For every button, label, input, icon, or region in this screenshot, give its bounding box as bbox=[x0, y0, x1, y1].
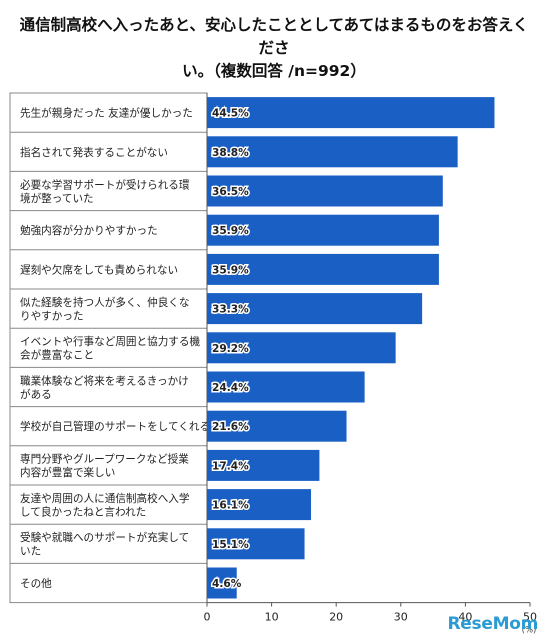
category-label: 遅刻や欠席をしても責められない bbox=[20, 263, 178, 276]
value-label: 44.5% bbox=[212, 108, 249, 120]
category-label: 受験や就職へのサポートが充実して bbox=[20, 531, 189, 544]
x-tick-label: 40 bbox=[458, 611, 472, 624]
value-label: 24.4% bbox=[212, 382, 249, 394]
value-label: 36.5% bbox=[212, 186, 249, 198]
category-label: 指名されて発表することがない bbox=[20, 146, 168, 159]
category-label: その他 bbox=[20, 577, 52, 590]
bar bbox=[207, 136, 458, 168]
resemom-logo: ReseMom bbox=[447, 614, 539, 634]
category-label: 職業体験など将来を考えるきっかけ bbox=[20, 374, 189, 387]
bar bbox=[207, 175, 443, 207]
value-label: 21.6% bbox=[212, 421, 249, 433]
chart-title: 通信制高校へ入ったあと、安心したこととしてあてはまるものをお答えくださ い。（複… bbox=[14, 14, 534, 83]
value-label: 35.9% bbox=[212, 264, 249, 276]
category-label: 境が整っていた bbox=[20, 192, 94, 205]
x-tick-label: 10 bbox=[265, 611, 279, 624]
category-label: 必要な学習サポートが受けられる環 bbox=[20, 178, 190, 191]
x-tick-label: 0 bbox=[204, 611, 211, 624]
value-label: 35.9% bbox=[212, 225, 249, 237]
chart-title-line2: い。（複数回答 /n=992） bbox=[182, 62, 366, 80]
bar bbox=[207, 449, 320, 481]
x-axis-unit: (%) bbox=[522, 626, 537, 636]
bar bbox=[207, 253, 439, 285]
category-label: 似た経験を持つ人が多く、仲良くな bbox=[20, 296, 190, 309]
category-label: イベントや行事など周囲と協力する機 bbox=[20, 335, 200, 348]
value-label: 33.3% bbox=[212, 304, 249, 316]
value-label: 38.8% bbox=[212, 147, 249, 159]
category-label: して良かったねと言われた bbox=[20, 505, 146, 518]
bar bbox=[207, 489, 312, 521]
category-label: 会が豊富なこと bbox=[20, 349, 94, 362]
value-label: 29.2% bbox=[212, 343, 249, 355]
value-label: 4.6% bbox=[212, 578, 242, 590]
category-label: りやすかった bbox=[20, 310, 84, 322]
value-label: 15.1% bbox=[212, 539, 249, 551]
value-label: 17.4% bbox=[212, 460, 249, 472]
bar bbox=[207, 214, 439, 246]
bar bbox=[207, 410, 347, 442]
x-tick-label: 20 bbox=[329, 611, 343, 624]
bar bbox=[207, 528, 305, 560]
value-label: 16.1% bbox=[212, 500, 249, 512]
bar bbox=[207, 567, 237, 599]
category-label: 内容が豊富で楽しい bbox=[20, 466, 115, 479]
bar bbox=[207, 332, 396, 364]
x-tick-label: 30 bbox=[394, 611, 408, 624]
bar bbox=[207, 293, 423, 325]
chart-title-line1: 通信制高校へ入ったあと、安心したこととしてあてはまるものをお答えくださ bbox=[19, 16, 529, 57]
category-label: 学校が自己管理のサポートをしてくれる bbox=[20, 420, 210, 433]
category-label: 専門分野やグループワークなど授業 bbox=[20, 453, 189, 466]
x-tick-label: 50 bbox=[523, 611, 537, 624]
category-label: 友達や周囲の人に通信制高校へ入学 bbox=[20, 492, 190, 505]
bar bbox=[207, 97, 495, 129]
category-label: 先生が親身だった 友達が優しかった bbox=[20, 107, 193, 120]
category-label: 勉強内容が分かりやすかった bbox=[20, 224, 158, 237]
category-label: いた bbox=[20, 546, 41, 558]
category-label: がある bbox=[20, 388, 52, 401]
bar bbox=[207, 371, 365, 403]
